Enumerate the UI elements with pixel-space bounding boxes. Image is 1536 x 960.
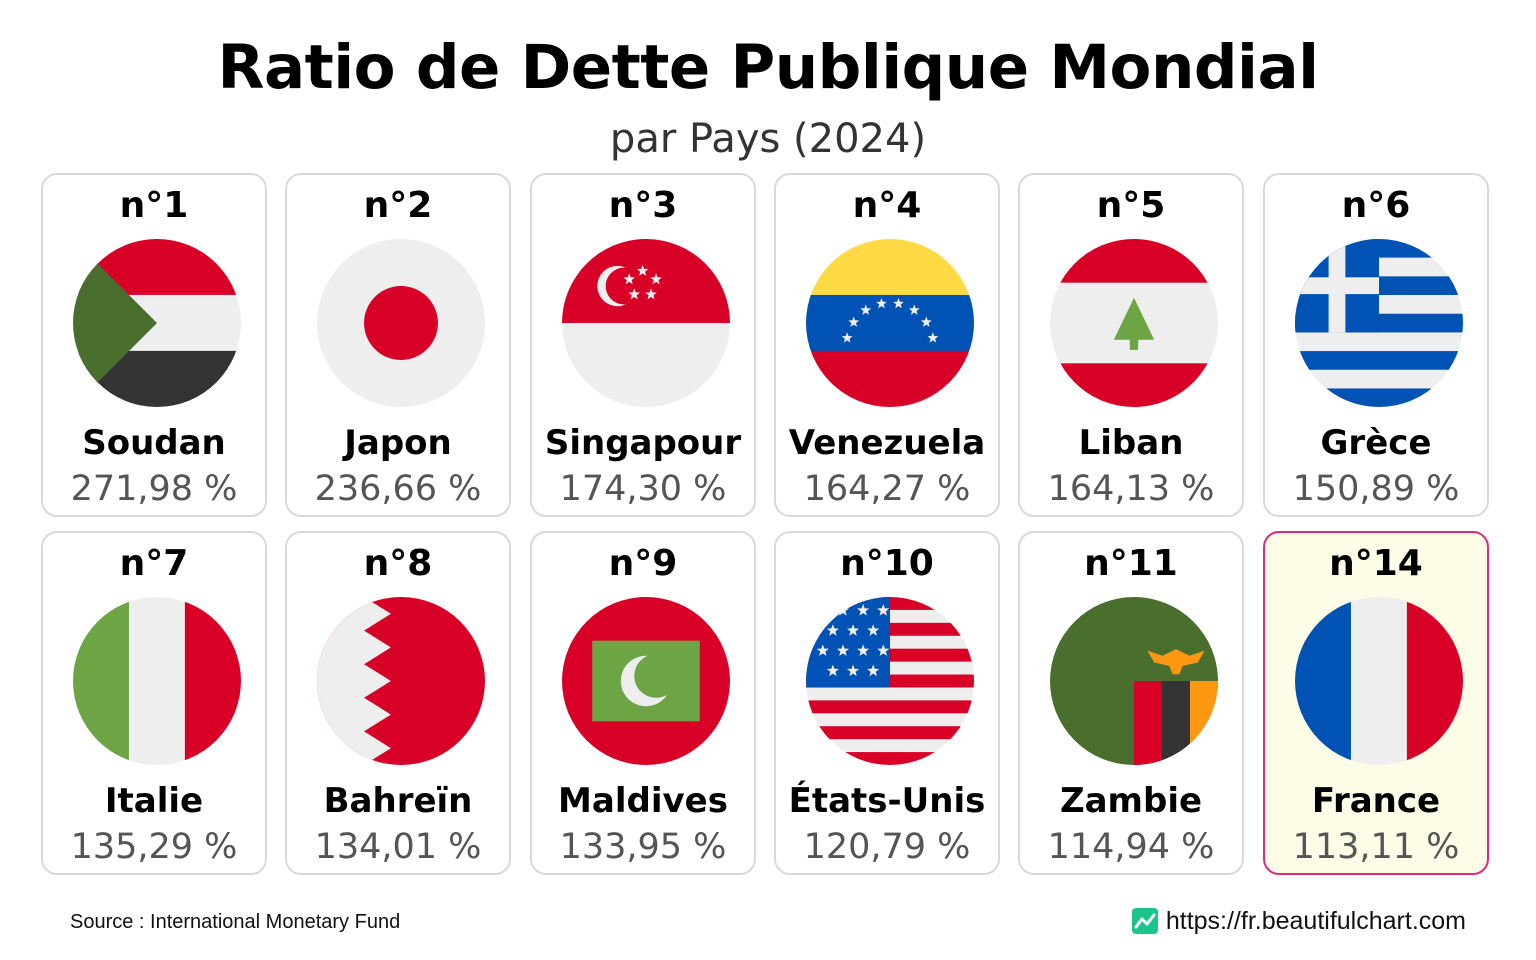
country-name: Bahreïn (323, 781, 473, 821)
debt-ratio-value: 174,30 % (559, 469, 727, 509)
country-name: Grèce (1320, 423, 1432, 463)
country-card: n°10 États-Unis 120,79 % (774, 531, 1000, 875)
debt-ratio-value: 271,98 % (70, 469, 238, 509)
rank-label: n°1 (119, 185, 189, 226)
debt-ratio-value: 164,13 % (1047, 469, 1215, 509)
debt-ratio-value: 120,79 % (803, 827, 971, 867)
country-name: États-Unis (788, 781, 986, 821)
debt-ratio-value: 150,89 % (1292, 469, 1460, 509)
chart-logo-icon (1131, 908, 1158, 934)
flag-lebanon-icon (1050, 239, 1218, 407)
country-name: Singapour (544, 423, 742, 463)
rank-label: n°4 (852, 185, 922, 226)
country-card: n°7 Italie 135,29 % (41, 531, 267, 875)
debt-ratio-value: 114,94 % (1047, 827, 1215, 867)
country-card: n°9 Maldives 133,95 % (530, 531, 756, 875)
country-name: France (1311, 781, 1441, 821)
country-card: n°3 Singapour 174,30 % (530, 173, 756, 517)
flag-zambia-icon (1050, 597, 1218, 765)
country-name: Zambie (1059, 781, 1203, 821)
flag-japan-icon (317, 239, 485, 407)
flag-singapore-icon (562, 239, 730, 407)
rank-label: n°11 (1084, 543, 1178, 584)
chart-title: Ratio de Dette Publique Mondial (217, 32, 1319, 103)
country-card: n°11 Zambie 114,94 % (1018, 531, 1244, 875)
debt-ratio-value: 164,27 % (803, 469, 971, 509)
website-url[interactable]: https://fr.beautifulchart.com (1165, 907, 1466, 935)
rank-label: n°10 (840, 543, 934, 584)
rank-label: n°9 (608, 543, 678, 584)
chart-subtitle: par Pays (2024) (609, 116, 927, 162)
rank-label: n°14 (1329, 543, 1423, 584)
source-note: Source : International Monetary Fund (70, 911, 401, 933)
debt-ratio-value: 113,11 % (1292, 827, 1460, 867)
flag-bahrain-icon (317, 597, 485, 765)
debt-ratio-value: 134,01 % (314, 827, 482, 867)
debt-ratio-value: 135,29 % (70, 827, 238, 867)
flag-greece-icon (1295, 239, 1463, 407)
flag-venezuela-icon (806, 239, 974, 407)
country-card: n°1 Soudan 271,98 % (41, 173, 267, 517)
rank-label: n°2 (363, 185, 433, 226)
country-card: n°5 Liban 164,13 % (1018, 173, 1244, 517)
country-name: Venezuela (788, 423, 986, 463)
country-name: Liban (1078, 423, 1184, 463)
country-card: n°8 Bahreïn 134,01 % (285, 531, 511, 875)
flag-italy-icon (73, 597, 241, 765)
country-name: Soudan (82, 423, 226, 463)
flag-sudan-icon (73, 239, 241, 407)
country-card: n°6 Grèce 150,89 % (1263, 173, 1489, 517)
country-name: Japon (344, 423, 452, 463)
debt-ratio-value: 133,95 % (559, 827, 727, 867)
country-card: n°4 Venezuela 164,27 % (774, 173, 1000, 517)
rank-label: n°6 (1341, 185, 1411, 226)
country-card: n°14 France 113,11 % (1263, 531, 1489, 875)
rank-label: n°5 (1096, 185, 1166, 226)
flag-france-icon (1295, 597, 1463, 765)
rank-label: n°8 (363, 543, 433, 584)
country-name: Maldives (558, 781, 728, 821)
flag-usa-icon (806, 597, 974, 765)
website-credit[interactable]: https://fr.beautifulchart.com (1131, 904, 1466, 938)
country-name: Italie (104, 781, 204, 821)
rank-label: n°3 (608, 185, 678, 226)
rank-label: n°7 (119, 543, 189, 584)
debt-ratio-value: 236,66 % (314, 469, 482, 509)
flag-maldives-icon (562, 597, 730, 765)
country-card: n°2 Japon 236,66 % (285, 173, 511, 517)
